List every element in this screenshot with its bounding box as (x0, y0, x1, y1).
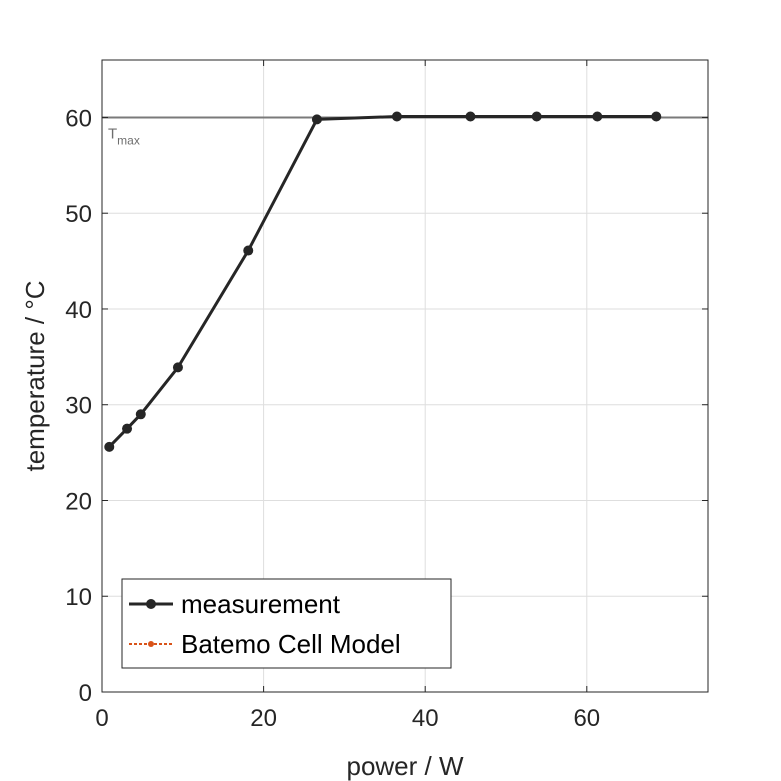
x-axis: 0 20 40 60 (95, 60, 600, 732)
y-axis-label: temperature / °C (20, 280, 50, 471)
x-tick-label: 60 (573, 705, 600, 732)
data-point (391, 111, 402, 122)
data-point (172, 362, 183, 373)
legend-label-measurement: measurement (181, 589, 341, 619)
data-point (311, 114, 322, 125)
data-point (651, 111, 662, 122)
reference-line-label: Tmax (108, 125, 140, 147)
data-point (104, 441, 115, 452)
data-point (135, 409, 146, 420)
y-axis: 0 10 20 30 40 50 60 (65, 105, 708, 707)
y-tick-label: 30 (65, 393, 92, 420)
y-tick-label: 40 (65, 297, 92, 324)
data-point (122, 423, 133, 434)
reference-label-main: T (108, 125, 117, 142)
y-tick-label: 60 (65, 105, 92, 132)
x-tick-label: 40 (412, 705, 439, 732)
legend-label-batemo: Batemo Cell Model (181, 629, 401, 659)
data-point (465, 111, 476, 122)
legend-marker-batemo (148, 641, 154, 647)
x-axis-label: power / W (346, 751, 463, 781)
y-tick-label: 0 (79, 680, 92, 707)
series-layer (104, 111, 662, 452)
data-point (243, 245, 254, 256)
legend-box (121, 578, 452, 669)
y-tick-label: 50 (65, 201, 92, 228)
legend-marker-measurement (146, 599, 156, 609)
plot-frame (101, 59, 709, 693)
x-tick-label: 20 (250, 705, 277, 732)
y-tick-label: 10 (65, 584, 92, 611)
y-tick-label: 20 (65, 488, 92, 515)
legend: measurement Batemo Cell Model (121, 578, 452, 669)
reference-label-subscript: max (117, 133, 140, 147)
data-point (592, 111, 603, 122)
x-tick-label: 0 (95, 705, 108, 732)
data-point (531, 111, 542, 122)
